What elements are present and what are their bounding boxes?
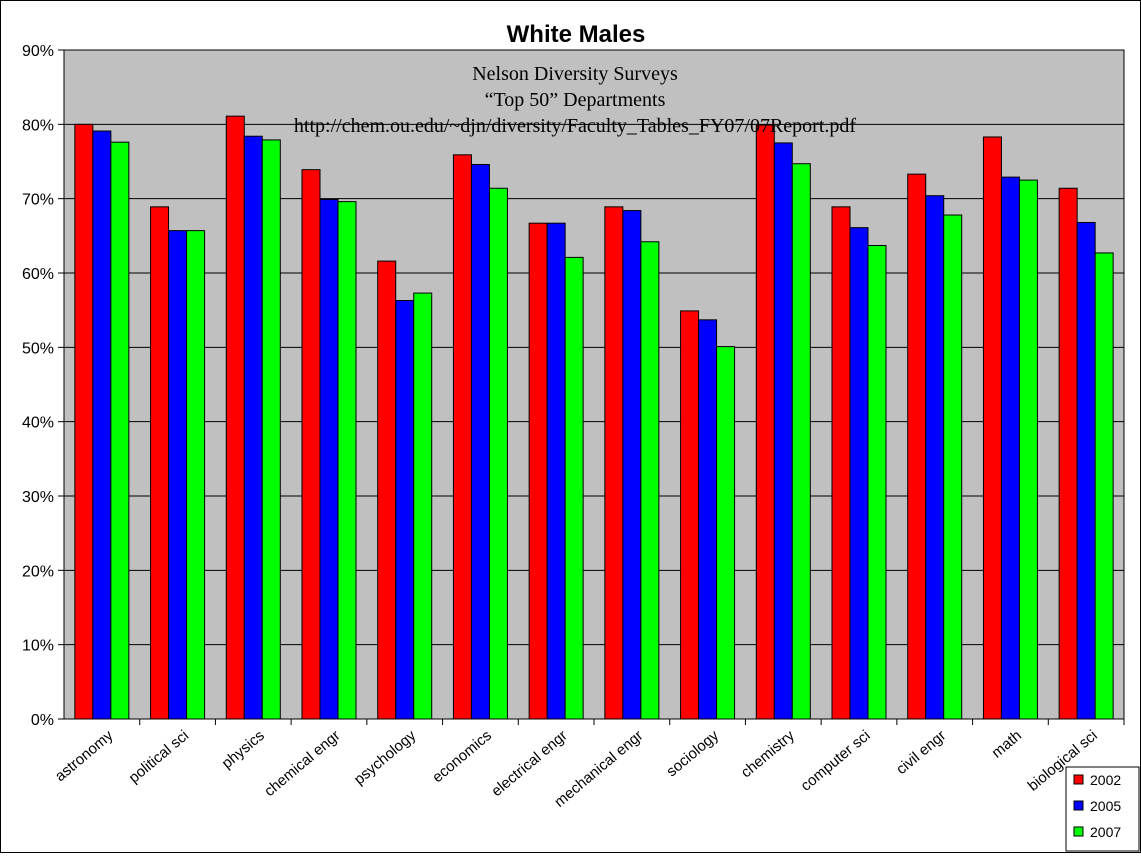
- legend-swatch-2005: [1073, 800, 1084, 811]
- y-tick-label: 0%: [31, 712, 54, 729]
- bar-2002-biological-sci: [1058, 187, 1078, 720]
- bar-2005-astronomy: [92, 130, 112, 720]
- bar-2005-math: [1000, 176, 1020, 720]
- plot-area: [64, 50, 1124, 719]
- bar-2007-civil-engr: [943, 214, 963, 720]
- plot-border: [63, 49, 1125, 720]
- bar-2005-computer-sci: [849, 227, 869, 720]
- annotation-departments: “Top 50” Departments: [485, 89, 666, 111]
- bar-2007-computer-sci: [867, 244, 887, 720]
- bar-2002-chemical-engr: [301, 169, 321, 720]
- y-tick-label: 80%: [22, 117, 54, 134]
- bar-2005-civil-engr: [925, 195, 945, 720]
- bar-2002-computer-sci: [831, 206, 851, 720]
- bar-2005-mechanical-engr: [622, 210, 642, 720]
- bar-2007-sociology: [716, 346, 736, 720]
- bar-2002-chemistry: [755, 124, 775, 720]
- bar-2005-chemical-engr: [319, 198, 339, 720]
- bar-2002-astronomy: [74, 123, 94, 720]
- bar-2002-psychology: [377, 260, 397, 720]
- bar-2007-psychology: [413, 292, 433, 720]
- bar-2002-math: [982, 136, 1002, 720]
- bar-2005-chemistry: [773, 142, 793, 720]
- y-tick-label: 90%: [22, 43, 54, 60]
- legend-swatch-2002: [1073, 774, 1084, 785]
- y-tick-label: 60%: [22, 266, 54, 283]
- y-tick-label: 30%: [22, 489, 54, 506]
- legend-label-2002: 2002: [1090, 772, 1121, 788]
- bar-2007-astronomy: [110, 141, 130, 720]
- annotation-survey-name: Nelson Diversity Surveys: [472, 63, 678, 85]
- bar-2005-political-sci: [168, 230, 188, 720]
- y-tick-label: 70%: [22, 192, 54, 209]
- bar-2005-physics: [243, 135, 263, 720]
- bar-2002-sociology: [680, 310, 700, 720]
- chart-title: White Males: [507, 21, 646, 48]
- bar-2005-biological-sci: [1076, 221, 1096, 720]
- bar-2007-chemical-engr: [337, 201, 357, 720]
- y-tick-label: 20%: [22, 563, 54, 580]
- bar-2005-psychology: [395, 300, 415, 720]
- y-tick-label: 40%: [22, 415, 54, 432]
- y-tick-label: 50%: [22, 340, 54, 357]
- bar-2007-physics: [261, 139, 281, 720]
- y-tick-label: 10%: [22, 638, 54, 655]
- bar-2002-mechanical-engr: [604, 206, 624, 720]
- annotation-source-url: http://chem.ou.edu/~djn/diversity/Facult…: [294, 115, 856, 137]
- bar-2007-political-sci: [186, 230, 206, 720]
- bar-2007-economics: [488, 187, 508, 720]
- bar-2007-mechanical-engr: [640, 241, 660, 720]
- legend-label-2007: 2007: [1090, 824, 1121, 840]
- bar-2002-physics: [225, 115, 245, 720]
- bar-2002-economics: [452, 154, 472, 720]
- bar-2005-electrical-engr: [546, 222, 566, 720]
- bar-2007-biological-sci: [1094, 252, 1114, 720]
- bar-2002-electrical-engr: [528, 222, 548, 720]
- bar-2005-sociology: [698, 319, 718, 720]
- bar-2007-electrical-engr: [564, 256, 584, 720]
- bar-2002-civil-engr: [907, 173, 927, 720]
- legend-swatch-2007: [1073, 826, 1084, 837]
- bar-2002-political-sci: [150, 206, 170, 720]
- bar-2007-chemistry: [791, 163, 811, 720]
- bar-2007-math: [1018, 179, 1038, 720]
- legend-label-2005: 2005: [1090, 798, 1121, 814]
- bar-2005-economics: [470, 163, 490, 720]
